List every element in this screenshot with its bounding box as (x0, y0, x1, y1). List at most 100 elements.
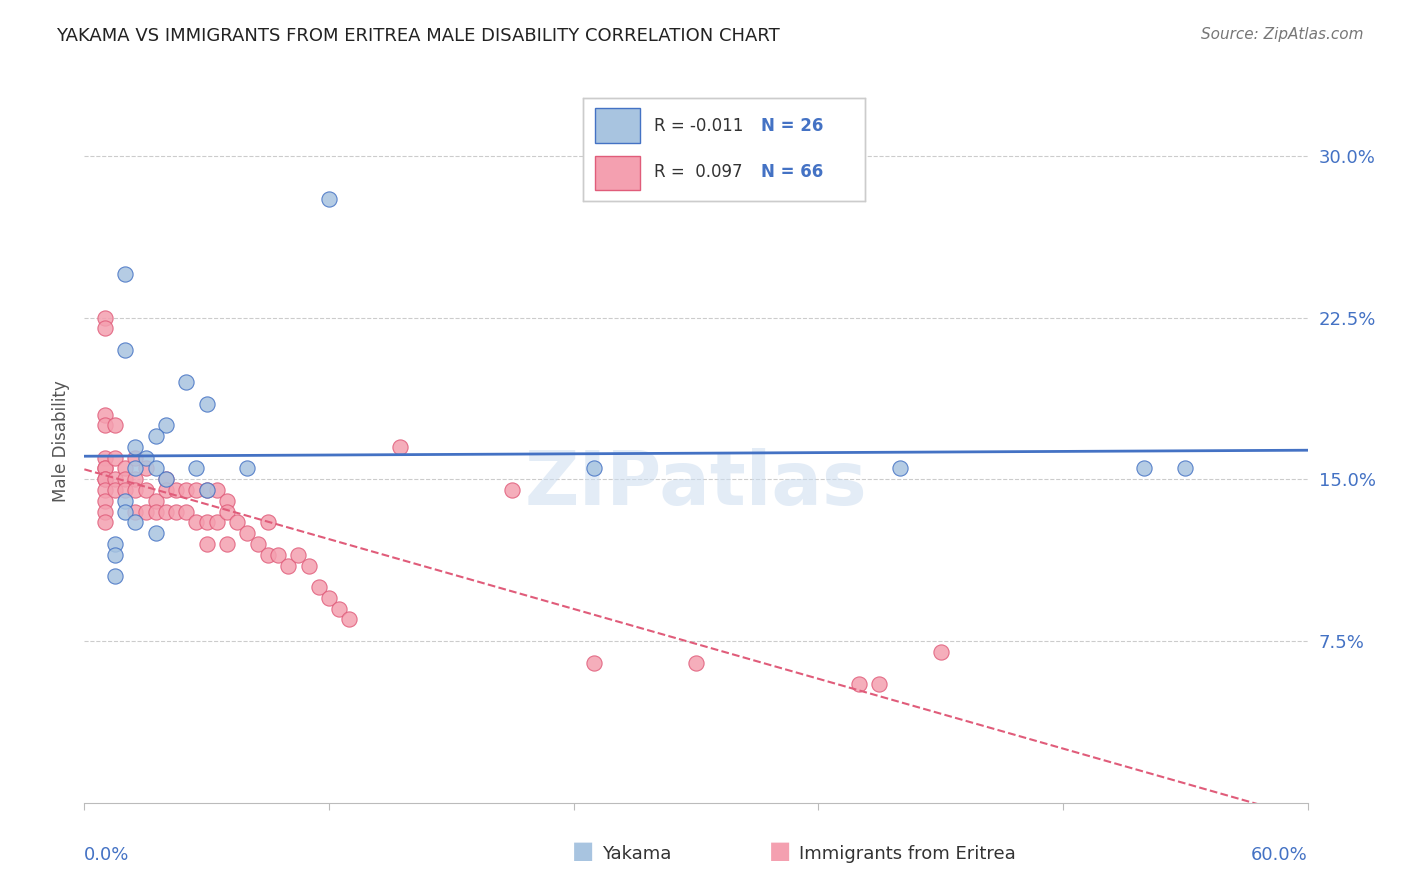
Point (308, 580, 330, 594)
Point (174, 483, 197, 497)
Point (124, 472, 146, 486)
Point (114, 505, 136, 519)
Point (195, 483, 218, 497)
Point (93, 450, 115, 465)
Point (205, 516, 228, 530)
Point (135, 450, 157, 465)
Point (287, 548, 309, 562)
Point (124, 483, 146, 497)
Point (186, 516, 208, 530)
Point (155, 472, 177, 486)
Point (104, 548, 127, 562)
Point (114, 268, 136, 282)
Point (124, 440, 146, 454)
Point (145, 493, 167, 508)
Point (236, 461, 259, 475)
Point (104, 537, 127, 551)
Point (848, 677, 870, 691)
Point (186, 461, 208, 475)
Point (174, 376, 197, 390)
Point (155, 472, 177, 486)
Point (929, 645, 952, 659)
FancyBboxPatch shape (595, 108, 640, 144)
Text: ZIPatlas: ZIPatlas (524, 449, 868, 522)
Point (195, 397, 218, 411)
Point (186, 483, 208, 497)
Point (217, 537, 239, 551)
Point (124, 450, 146, 465)
Point (135, 505, 157, 519)
Point (277, 558, 299, 573)
Point (1174, 461, 1197, 475)
Point (104, 450, 127, 465)
Text: Source: ZipAtlas.com: Source: ZipAtlas.com (1201, 27, 1364, 42)
Point (124, 461, 146, 475)
Point (583, 656, 606, 670)
Point (298, 558, 321, 573)
Point (93, 472, 115, 486)
Point (104, 483, 127, 497)
Point (389, 440, 412, 454)
Point (114, 343, 136, 357)
Point (114, 461, 136, 475)
Text: R = -0.011: R = -0.011 (654, 118, 744, 136)
Point (93, 310, 115, 325)
Point (93, 321, 115, 335)
Point (155, 418, 177, 433)
Point (155, 483, 177, 497)
Point (104, 418, 127, 433)
Point (145, 429, 167, 443)
Point (502, 483, 524, 497)
Point (165, 483, 187, 497)
Point (685, 656, 707, 670)
Point (889, 461, 911, 475)
Text: YAKAMA VS IMMIGRANTS FROM ERITREA MALE DISABILITY CORRELATION CHART: YAKAMA VS IMMIGRANTS FROM ERITREA MALE D… (56, 27, 780, 45)
Text: ■: ■ (572, 839, 595, 863)
Point (93, 493, 115, 508)
Point (155, 505, 177, 519)
Point (145, 505, 167, 519)
Point (318, 192, 340, 206)
Point (217, 505, 239, 519)
Point (145, 526, 167, 541)
Text: Yakama: Yakama (602, 846, 671, 863)
Y-axis label: Male Disability: Male Disability (52, 381, 70, 502)
Point (114, 493, 136, 508)
Point (257, 548, 280, 562)
Point (104, 472, 127, 486)
Point (124, 516, 146, 530)
Point (165, 505, 187, 519)
Point (114, 483, 136, 497)
Point (1133, 461, 1156, 475)
Text: N = 66: N = 66 (761, 163, 823, 181)
Point (205, 483, 228, 497)
Point (93, 418, 115, 433)
FancyBboxPatch shape (595, 155, 640, 190)
Point (93, 483, 115, 497)
Point (135, 483, 157, 497)
Point (257, 516, 280, 530)
Text: 0.0%: 0.0% (84, 847, 129, 864)
Point (93, 505, 115, 519)
Text: Immigrants from Eritrea: Immigrants from Eritrea (799, 846, 1015, 863)
Point (145, 461, 167, 475)
Point (226, 516, 249, 530)
Point (93, 408, 115, 422)
Point (246, 537, 269, 551)
Point (869, 677, 891, 691)
Point (328, 601, 350, 615)
Text: N = 26: N = 26 (761, 118, 823, 136)
Point (124, 505, 146, 519)
Point (93, 516, 115, 530)
Point (135, 461, 157, 475)
Point (174, 505, 197, 519)
Point (93, 461, 115, 475)
Point (104, 569, 127, 583)
Point (93, 472, 115, 486)
Text: ■: ■ (769, 839, 792, 863)
Point (93, 461, 115, 475)
Point (195, 483, 218, 497)
Point (318, 591, 340, 605)
Point (583, 461, 606, 475)
Point (217, 493, 239, 508)
